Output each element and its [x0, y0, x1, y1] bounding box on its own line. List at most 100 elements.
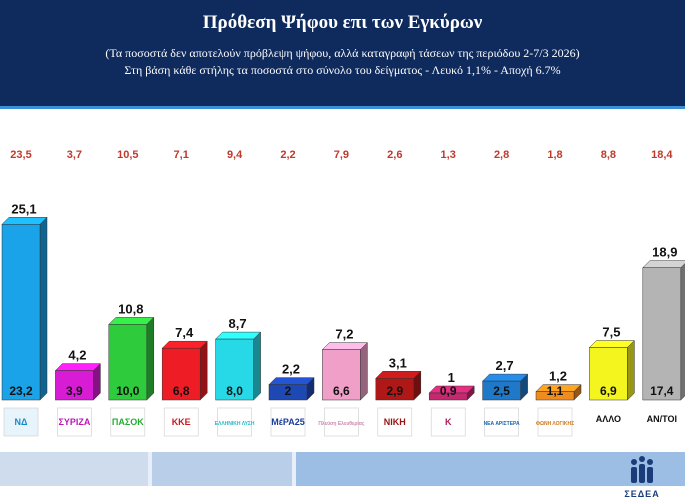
bar-side-face — [360, 341, 368, 401]
bar-value-label: 7,5 — [602, 325, 620, 340]
bar-value-label: 18,9 — [652, 245, 677, 260]
bar-value-label: 4,2 — [68, 348, 86, 363]
bar-base-label: 2 — [285, 384, 292, 398]
bar-base-label: 10,0 — [116, 384, 140, 398]
header-banner: Πρόθεση Ψήφου επι των Εγκύρων (Τα ποσοστ… — [0, 0, 685, 109]
bar-base-label: 23,2 — [9, 384, 33, 398]
party-logo-icon — [537, 407, 573, 437]
bar-base-label: 6,8 — [173, 384, 190, 398]
previous-value-label: 2,2 — [280, 149, 295, 161]
bar-value-label: 3,1 — [389, 355, 407, 370]
bar-value-label: 1 — [448, 370, 455, 385]
party-name-label: ΑΛΛΟ — [596, 414, 621, 424]
bar — [161, 347, 201, 401]
bar-base-label: 6,6 — [333, 384, 350, 398]
bar — [108, 324, 148, 401]
bar-value-label: 10,8 — [118, 301, 143, 316]
party-logo-icon — [3, 407, 39, 437]
party-name-label: ΑΝ/ΤΟΙ — [647, 414, 677, 424]
previous-value-label: 10,5 — [117, 149, 138, 161]
bar-base-label: 1,1 — [547, 384, 564, 398]
bar-base-label: 0,9 — [440, 384, 457, 398]
party-logo-label: ΠΑΣΟΚ — [112, 417, 144, 427]
party-logo-label: ΝΙΚΗ — [384, 417, 406, 427]
bar — [482, 380, 521, 401]
previous-value-label: 18,4 — [651, 149, 673, 161]
bar-side-face — [253, 331, 261, 401]
chart-subtitle-base: Στη βάση κάθε στήλης τα ποσοστά στο σύνο… — [124, 63, 561, 77]
party-logo-icon — [484, 407, 519, 437]
party-logo-icon — [217, 407, 252, 437]
party-logo-label: ΜέΡΑ25 — [271, 417, 304, 427]
party-logo-label: Πλεύση Ελευθερίας — [318, 421, 365, 427]
bar-side-face — [199, 340, 208, 401]
party-logo-icon — [324, 407, 359, 437]
bar-value-label: 8,7 — [229, 316, 247, 331]
previous-value-label: 9,4 — [227, 149, 243, 161]
previous-value-label: 2,6 — [387, 149, 402, 161]
party-logo-icon — [270, 407, 306, 437]
party-logo-icon — [110, 407, 146, 437]
bar-side-face — [146, 316, 155, 401]
bar-base-label: 6,9 — [600, 384, 617, 398]
previous-value-label: 7,9 — [334, 149, 349, 161]
bar — [589, 347, 628, 401]
previous-value-label: 8,8 — [601, 149, 616, 161]
sedea-brand-label: ΣΕΔΕΑ — [624, 489, 660, 499]
bar — [642, 267, 682, 401]
party-logo-label: ΝΕΑ ΑΡΙΣΤΕΡΑ — [484, 421, 520, 427]
bar-top-face — [214, 331, 262, 340]
bar-top-face — [268, 377, 315, 385]
footer-segment — [296, 452, 685, 486]
bar-side-face — [680, 263, 685, 401]
footer-bar — [0, 452, 685, 486]
party-logo-label: ΦΩΝΗ ΛΟΓΙΚΗΣ — [536, 421, 574, 427]
bar-base-label: 2,9 — [386, 384, 403, 398]
bar-value-label: 25,1 — [11, 201, 36, 216]
bar-top-face — [161, 340, 208, 349]
bar-top-face — [588, 340, 636, 348]
bar-top-face — [1, 217, 48, 225]
bar-side-face — [627, 339, 635, 401]
party-logo-label: K — [445, 417, 452, 427]
chart-subtitle-period: (Τα ποσοστά δεν αποτελούν πρόβλεψη ψήφου… — [105, 46, 580, 60]
bar — [428, 392, 468, 401]
bar-value-label: 2,2 — [282, 362, 300, 377]
bar — [322, 349, 361, 401]
bar-value-label: 1,2 — [549, 369, 567, 384]
bar-top-face — [321, 342, 369, 350]
sedea-logo-icon — [631, 456, 653, 483]
bar — [375, 378, 415, 401]
chart-title: Πρόθεση Ψήφου επι των Εγκύρων — [202, 12, 483, 33]
party-logo-label: ΚΚΕ — [172, 417, 191, 427]
bar — [55, 370, 94, 401]
previous-value-label: 1,8 — [547, 149, 562, 161]
bar-base-label: 2,5 — [493, 384, 510, 398]
bar — [1, 224, 41, 401]
bar-base-label: 17,4 — [650, 384, 674, 398]
bar-value-label: 7,2 — [335, 327, 353, 342]
previous-value-label: 2,8 — [494, 149, 509, 161]
footer-segment — [152, 452, 292, 486]
previous-value-label: 1,3 — [441, 149, 456, 161]
bar-top-face — [642, 260, 685, 268]
bar-value-label: 2,7 — [496, 358, 514, 373]
party-logo-icon — [163, 407, 199, 437]
bar-top-face — [54, 363, 102, 371]
party-logo-label: ΝΔ — [15, 417, 28, 427]
previous-value-label: 7,1 — [174, 149, 189, 161]
party-logo-label: ΣΥΡΙΖΑ — [58, 417, 90, 427]
party-logo-icon — [430, 407, 466, 437]
bar-value-label: 7,4 — [175, 325, 194, 340]
bar — [268, 384, 308, 401]
previous-value-label: 3,7 — [67, 149, 82, 161]
bar-top-face — [375, 371, 422, 379]
bar-base-label: 3,9 — [66, 384, 83, 398]
previous-value-label: 23,5 — [10, 149, 31, 161]
bar — [215, 338, 254, 401]
party-logo-icon — [57, 407, 92, 437]
bar-top-face — [108, 317, 155, 325]
footer-segment — [0, 452, 148, 486]
bar — [535, 391, 575, 401]
